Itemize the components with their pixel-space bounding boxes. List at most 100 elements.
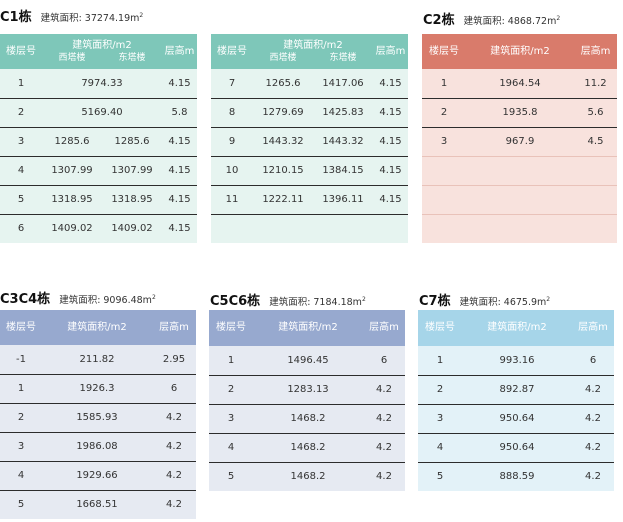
area-cell: 993.16 [499,354,535,366]
height-cell: 4.2 [363,374,405,404]
height-cell: 6 [380,354,388,366]
table-row [422,155,617,185]
c1-area-value: 37274.19m2 [84,11,144,24]
height-cell: 4.2 [363,432,405,462]
height-cell: 4.15 [373,97,408,127]
height-cell: 4.15 [373,126,408,156]
floor-cell: 1 [0,373,42,403]
empty-row [422,184,617,214]
east-area-cell: 1417.06 [322,77,364,89]
c1-area-label: 建筑面积: [40,13,82,24]
table-row: 7 1265.6 1417.06 4.15 [211,69,408,98]
table-row: 8 1279.69 1425.83 4.15 [211,97,408,127]
c2-area-value: 4868.72m2 [507,14,561,27]
table-row: 9 1443.32 1443.32 4.15 [211,126,408,156]
table-row: 4 1307.99 1307.99 4.15 [0,155,197,185]
height-cell: 4.15 [379,77,402,89]
area-cell: 1929.66 [42,460,152,490]
table-row: 11 1222.11 1396.11 4.15 [211,184,408,214]
area-cell: 892.87 [462,374,572,404]
area-cell: 1668.51 [42,489,152,519]
height-cell: 4.15 [373,184,408,214]
col-header-height: 层高m [375,45,406,57]
table-row: 3 1285.6 1285.6 4.15 [0,126,197,156]
c5c6-area-value: 7184.18m2 [313,295,366,308]
west-area-cell: 1318.95 [42,184,102,214]
floor-cell: 2 [422,97,466,127]
floor-cell: 4 [0,460,42,490]
c1-building-name: C1栋 [0,10,32,25]
c7-building-name: C7栋 [419,294,451,309]
table-row: 2 1585.93 4.2 [0,402,196,432]
table-row: -1 211.82 2.95 [0,345,196,374]
height-cell: 4.2 [152,489,196,519]
table-row: 1 1964.54 11.2 [422,69,617,98]
floor-cell: 4 [0,155,42,185]
table-row: 2 5169.40 5.8 [0,97,197,127]
col-header-floor: 楼层号 [425,322,455,333]
height-cell: 4.2 [152,431,196,461]
east-area-cell: 1396.11 [313,184,373,214]
west-area-cell: 1409.02 [42,213,102,243]
height-cell: 4.2 [363,403,405,433]
height-cell: 11.2 [584,77,607,89]
east-area-cell: 1443.32 [313,126,373,156]
c5c6-area-label: 建筑面积: [269,297,311,308]
floor-cell: 10 [211,155,253,185]
floor-cell: 1 [227,354,235,366]
col-header-area: 建筑面积/m2 西塔楼 东塔楼 [58,39,146,63]
area-cell: 1496.45 [287,354,329,366]
col-header-area: 建筑面积/m2 [490,45,550,57]
height-cell: 4.2 [152,460,196,490]
floor-cell: 5 [418,461,462,491]
floor-cell: 9 [211,126,253,156]
floor-cell: 3 [418,403,462,433]
table-row: 1 7974.33 4.15 [0,69,197,98]
height-cell: 6 [152,373,196,403]
west-area-cell: 1443.32 [253,126,313,156]
empty-row [211,213,408,243]
empty-row [422,213,617,243]
height-cell: 4.2 [572,461,614,491]
table-row: 3 1468.2 4.2 [209,403,405,433]
empty-row [422,155,617,185]
floor-cell: 1 [17,77,25,89]
area-cell: 1935.8 [466,97,574,127]
area-cell: 1468.2 [253,461,363,491]
west-area-cell: 1265.6 [265,77,301,89]
col-header-height: 层高m [578,322,608,333]
table-row: 3 967.9 4.5 [422,126,617,156]
area-cell: 1926.3 [42,373,152,403]
height-cell: 4.2 [572,374,614,404]
c2-table: 楼层号 建筑面积/m2 层高m 1 1964.54 11.2 2 1935.8 5.6 3 9… [422,34,617,243]
col-header-area: 建筑面积/m2 [487,322,547,333]
floor-cell: 4 [209,432,253,462]
height-cell: 4.15 [162,126,197,156]
area-cell: 1585.93 [42,402,152,432]
table-row: 1 993.16 6 [418,346,614,375]
height-cell: 4.2 [572,432,614,462]
floor-cell: 2 [0,97,42,127]
height-cell: 4.15 [373,155,408,185]
height-cell: 5.6 [574,97,617,127]
floor-cell: 3 [422,126,466,156]
area-cell: 211.82 [79,353,115,365]
c3c4-building-name: C3C4栋 [0,292,51,307]
col-header-height: 层高m [369,322,399,333]
table-row [422,213,617,243]
height-cell: 4.15 [162,155,197,185]
height-cell: 4.2 [152,402,196,432]
height-cell: 4.15 [162,184,197,214]
c7-table: 楼层号 建筑面积/m2 层高m 1 993.16 6 2 892.87 4.2 3 950.6… [418,310,614,491]
floor-cell: 5 [0,184,42,214]
floor-cell: 5 [0,489,42,519]
floor-cell: 1 [436,354,444,366]
area-cell: 1964.54 [499,77,541,89]
c1-table-left: 楼层号 建筑面积/m2 西塔楼 东塔楼 层高m 1 7974.33 4.15 2 5169… [0,34,197,243]
east-area-cell: 1384.15 [313,155,373,185]
floor-cell: 8 [211,97,253,127]
table-row: 3 950.64 4.2 [418,403,614,433]
col-header-height: 层高m [164,45,195,57]
col-header-area: 建筑面积/m2 [67,321,127,333]
west-area-cell: 1222.11 [253,184,313,214]
